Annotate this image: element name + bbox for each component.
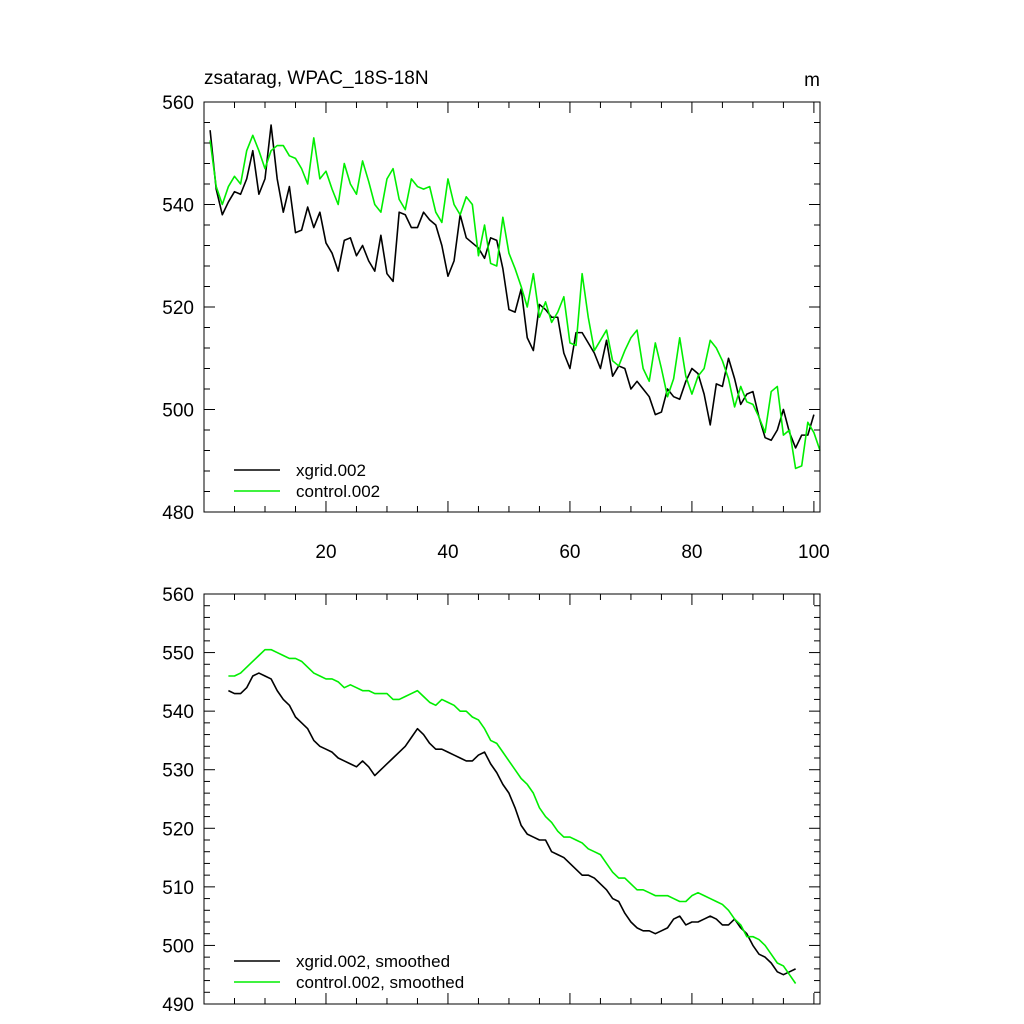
top-legend: xgrid.002 control.002	[234, 461, 380, 501]
y-tick-label: 480	[162, 503, 194, 524]
legend-label-control: control.002	[296, 482, 380, 501]
top-tick-layer: 480 500 520 540 560 20 40 60 80 100	[162, 93, 829, 563]
bottom-series-xgrid-line	[228, 672, 796, 976]
units-label: m	[804, 70, 820, 91]
bottom-series-control-line	[228, 648, 797, 984]
y-tick-label: 540	[162, 702, 194, 723]
top-plot-frame	[203, 101, 821, 513]
top-series-layer	[209, 124, 821, 470]
bottom-series-layer	[228, 648, 797, 984]
y-tick-label: 510	[162, 878, 194, 899]
y-tick-label: 530	[162, 761, 194, 782]
top-series-xgrid-line	[209, 124, 815, 449]
legend-label-xgrid: xgrid.002	[296, 461, 366, 480]
legend-label-xgrid-smoothed: xgrid.002, smoothed	[296, 952, 450, 971]
bottom-plot-frame	[203, 593, 821, 1005]
y-tick-label: 540	[162, 196, 194, 217]
panel-bottom: 490 500 510 520 530 540 550 560 xgrid.002, smoo…	[162, 585, 821, 1016]
y-tick-label: 520	[162, 298, 194, 319]
y-tick-label: 560	[162, 585, 194, 606]
chart-title: zsatarag, WPAC_18S-18N	[204, 68, 429, 89]
y-tick-label: 490	[162, 995, 194, 1016]
x-tick-label: 80	[681, 542, 702, 563]
x-tick-label: 100	[798, 542, 830, 563]
y-tick-label: 520	[162, 819, 194, 840]
legend-label-control-smoothed: control.002, smoothed	[296, 973, 464, 992]
y-tick-label: 500	[162, 401, 194, 422]
y-tick-label: 560	[162, 93, 194, 114]
bottom-tick-layer: 490 500 510 520 530 540 550 560	[162, 585, 820, 1016]
bottom-legend: xgrid.002, smoothed control.002, smoothe…	[234, 952, 464, 992]
top-series-control-line	[209, 134, 821, 470]
x-tick-label: 60	[559, 542, 580, 563]
x-tick-label: 40	[437, 542, 458, 563]
y-tick-label: 500	[162, 936, 194, 957]
panel-top: zsatarag, WPAC_18S-18N m 480 500 520 540 560…	[162, 68, 829, 563]
y-tick-label: 550	[162, 644, 194, 665]
x-tick-label: 20	[315, 542, 336, 563]
